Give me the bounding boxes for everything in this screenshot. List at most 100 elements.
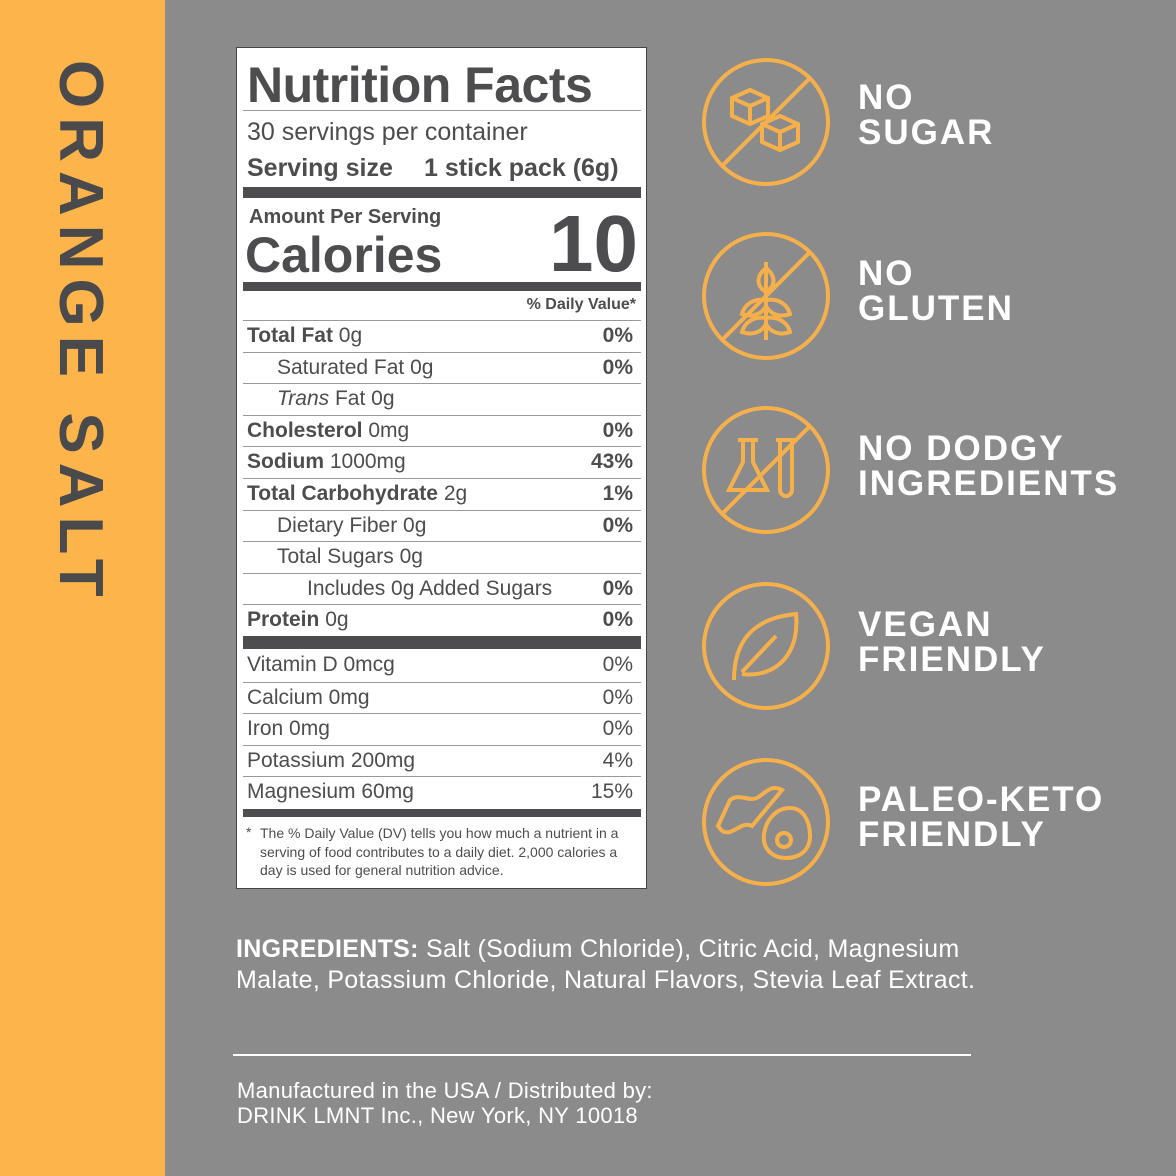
vitamin-name: Vitamin D 0mcg: [247, 653, 395, 676]
vitamin-dv: 4%: [602, 748, 633, 772]
nutrient-italic: Trans: [277, 387, 330, 411]
nutrient-name-line: Includes 0g Added Sugars: [307, 577, 552, 601]
side-strip: [0, 0, 165, 1176]
nutrient-row: Includes 0g Added Sugars 0%: [243, 572, 641, 605]
nutrient-amount: 0g: [399, 545, 423, 569]
badge-line: NO DODGY: [858, 429, 1065, 468]
nutrient-row: Saturated Fat 0g 0%: [243, 351, 641, 384]
footer-line: DRINK LMNT Inc., New York, NY 10018: [237, 1103, 638, 1128]
nutrient-amount: 0g: [371, 387, 395, 411]
nutrient-name: Sodium: [247, 450, 324, 474]
nutrient-dv: 1%: [602, 482, 633, 505]
nutrient-dv: 0%: [602, 355, 633, 379]
nutrition-panel: Nutrition Facts 30 servings per containe…: [236, 47, 647, 889]
vitamin-dv: 15%: [590, 780, 633, 804]
nutrient-amount: 1000mg: [329, 450, 406, 474]
nutrient-name: Saturated Fat: [277, 355, 405, 379]
thick-rule: [243, 636, 641, 649]
nutrient-row: Trans Fat 0g: [243, 383, 641, 415]
medium-rule: [243, 809, 641, 817]
badge-line: GLUTEN: [858, 288, 1014, 328]
badge-line: FRIENDLY: [858, 639, 1046, 679]
nutrient-dv: 0%: [602, 576, 633, 600]
nutrient-amount: 0g: [410, 355, 434, 379]
badge-line: INGREDIENTS: [858, 464, 1120, 503]
footer-line: Manufactured in the USA / Distributed by…: [237, 1078, 653, 1103]
rule: [243, 110, 641, 111]
servings: 30 servings per container: [247, 118, 528, 146]
nutrient-dv: 43%: [590, 450, 633, 474]
nutrient-name-line: Total Carbohydrate 2g: [247, 482, 467, 506]
thick-rule: [243, 187, 641, 198]
nutrient-name-line: Total Sugars 0g: [277, 545, 423, 569]
ingredients-text: Salt (Sodium Chloride), Citric Acid, Mag…: [236, 935, 976, 994]
vitamin-name: Potassium 200mg: [247, 748, 416, 772]
nutrient-amount: 0g: [403, 513, 427, 537]
nutrient-name: Dietary Fiber: [277, 513, 398, 537]
nutrient-row: Total Carbohydrate 2g 1%: [243, 478, 641, 510]
vitamin-dv: 0%: [602, 717, 633, 741]
nutrient-amount: 0g: [325, 608, 349, 632]
nutrition-title: Nutrition Facts: [247, 57, 593, 113]
nutrient-name: Includes 0g Added Sugars: [307, 576, 553, 600]
nutrient-row: Cholesterol 0mg 0%: [243, 414, 641, 447]
nutrient-name: Total Fat: [247, 324, 333, 347]
nutrient-name-line: Cholesterol 0mg: [247, 419, 409, 443]
nutrient-row: Dietary Fiber 0g 0%: [243, 509, 641, 542]
nutrient-row: Total Sugars 0g: [243, 541, 641, 573]
serving-size-label: Serving size: [247, 154, 393, 182]
nutrient-row: Protein 0g 0%: [243, 604, 641, 636]
badge-line: SUGAR: [858, 113, 995, 152]
nutrient-name: Total Sugars: [277, 545, 394, 569]
dv-header: % Daily Value*: [526, 296, 636, 313]
nutrient-name-line: Protein 0g: [247, 608, 349, 632]
vitamin-name: Magnesium 60mg: [247, 780, 414, 804]
badge-line: NO: [858, 253, 915, 293]
icon-no-dodgy: [702, 406, 830, 534]
nutrient-name: Total Carbohydrate: [247, 482, 438, 505]
vitamin-row: Vitamin D 0mcg 0%: [243, 650, 641, 681]
vitamin-row: Iron 0mg 0%: [243, 713, 641, 745]
nutrient-amount: 0mg: [368, 418, 410, 442]
nutrient-name: Cholesterol: [247, 418, 363, 442]
serving-size: 1 stick pack (6g): [424, 154, 619, 182]
nutrient-name: Fat: [334, 387, 366, 411]
icon-no-sugar: [702, 58, 830, 186]
badge-line: NO: [858, 78, 915, 117]
divider: [233, 1054, 971, 1056]
medium-rule: [243, 282, 641, 291]
footnote: The % Daily Value (DV) tells you how muc…: [260, 825, 619, 878]
nutrient-name-line: Total Fat 0g: [247, 324, 362, 348]
calories-label: Calories: [245, 227, 443, 283]
nutrient-dv: 0%: [602, 418, 633, 442]
badge-line: FRIENDLY: [858, 815, 1046, 854]
nutrient-row: Total Fat 0g 0%: [243, 320, 641, 352]
ingredients: INGREDIENTS: Salt (Sodium Chloride), Cit…: [236, 934, 996, 996]
vitamin-row: Potassium 200mg 4%: [243, 744, 641, 777]
nutrient-name: Protein: [247, 608, 320, 632]
vitamin-dv: 0%: [602, 685, 633, 709]
badge-line: VEGAN: [858, 604, 993, 644]
vitamin-row: Calcium 0mg 0%: [243, 681, 641, 714]
nutrient-amount: 0g: [338, 324, 363, 347]
nutrient-row: Sodium 1000mg 43%: [243, 446, 641, 478]
nutrient-name-line: Dietary Fiber 0g: [277, 514, 426, 538]
ingredients-label: INGREDIENTS:: [236, 935, 419, 963]
nutrient-name-line: Trans Fat 0g: [277, 387, 395, 411]
icon-no-gluten: [702, 232, 830, 360]
nutrient-amount: 2g: [443, 482, 468, 505]
icon-paleo: [702, 758, 830, 886]
footnote-marker: *: [246, 824, 252, 840]
amount-per-serving: Amount Per Serving: [249, 206, 442, 228]
icon-vegan: [702, 582, 830, 710]
calories: 10: [549, 199, 638, 288]
vitamin-dv: 0%: [602, 653, 633, 676]
nutrient-dv: 0%: [602, 608, 633, 632]
vitamin-row: Magnesium 60mg 15%: [243, 776, 641, 808]
vitamin-name: Iron 0mg: [247, 717, 330, 741]
nutrient-dv: 0%: [602, 513, 633, 537]
nutrient-name-line: Sodium 1000mg: [247, 450, 406, 474]
vitamin-name: Calcium 0mg: [247, 685, 370, 709]
